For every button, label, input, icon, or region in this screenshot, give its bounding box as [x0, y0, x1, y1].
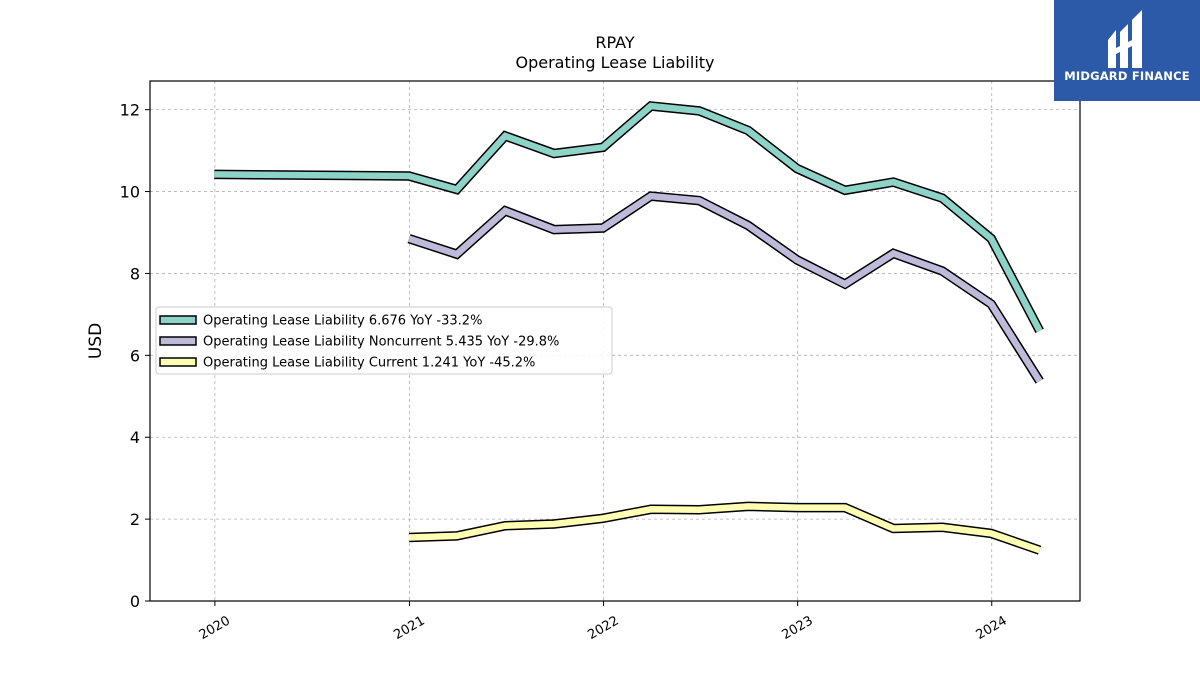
logo-text: MIDGARD FINANCE — [1064, 69, 1190, 83]
x-tick-label: 2024 — [974, 613, 1010, 643]
y-tick-label: 4 — [130, 428, 140, 447]
x-tick-label: 2021 — [391, 613, 427, 643]
series-line — [408, 503, 1041, 554]
legend-label: Operating Lease Liability 6.676 YoY -33.… — [203, 314, 482, 329]
legend-swatch — [159, 315, 197, 325]
x-tick-label: 2022 — [585, 613, 621, 643]
x-axis: 2020 2021 2022 2023 2024 — [197, 601, 1010, 643]
series-1 — [214, 101, 1044, 334]
midgard-logo-icon — [1108, 10, 1142, 68]
series-2 — [407, 191, 1044, 384]
series-line-outline — [214, 101, 1044, 334]
series-layer — [214, 101, 1044, 555]
legend-label: Operating Lease Liability Current 1.241 … — [203, 356, 535, 371]
plot-frame — [149, 80, 1081, 602]
y-axis-label: USD — [86, 323, 106, 359]
y-tick-label: 6 — [130, 346, 140, 365]
chart-subtitle: Operating Lease Liability — [515, 53, 714, 72]
legend-label: Operating Lease Liability Noncurrent 5.4… — [203, 335, 559, 350]
y-axis: 0 2 4 6 8 10 12 — [120, 101, 150, 611]
y-tick-label: 0 — [130, 592, 140, 611]
legend: Operating Lease Liability 6.676 YoY -33.… — [155, 306, 613, 375]
x-tick-label: 2023 — [779, 613, 815, 643]
series-line — [214, 102, 1043, 333]
chart-title: RPAY — [595, 33, 634, 52]
y-tick-label: 12 — [120, 101, 140, 120]
midgard-finance-logo: MIDGARD FINANCE — [1054, 0, 1200, 101]
series-line — [407, 192, 1043, 383]
legend-swatch — [159, 336, 197, 346]
legend-swatch — [159, 357, 197, 367]
legend-box — [155, 306, 613, 375]
y-tick-label: 10 — [120, 183, 140, 202]
x-tick-label: 2020 — [197, 613, 233, 643]
series-3 — [408, 501, 1042, 555]
y-tick-label: 8 — [130, 264, 140, 283]
y-tick-label: 2 — [130, 510, 140, 529]
